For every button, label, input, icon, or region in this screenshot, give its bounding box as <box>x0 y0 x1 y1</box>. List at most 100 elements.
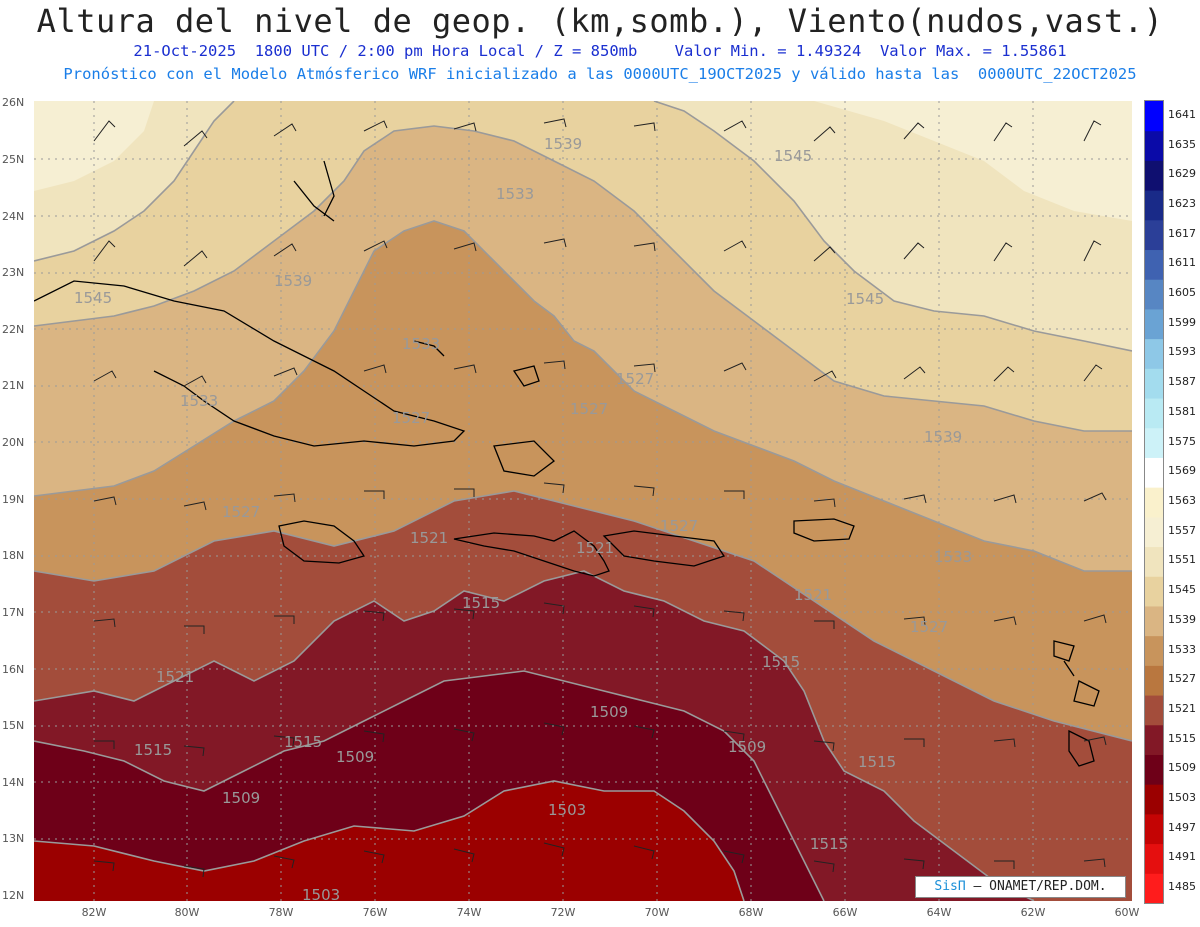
colorbar-label: 1521 <box>1168 701 1196 715</box>
colorbar-swatches <box>1145 101 1163 904</box>
band-1503 <box>34 781 744 901</box>
colorbar-label: 1539 <box>1168 612 1196 626</box>
colorbar-label: 1557 <box>1168 523 1196 537</box>
lat-label: 16N <box>2 663 25 676</box>
colorbar-label: 1509 <box>1168 761 1196 775</box>
contour-label: 1533 <box>402 335 440 353</box>
contour-label: 1527 <box>222 503 260 521</box>
contour-label: 1509 <box>336 748 374 766</box>
lat-label: 19N <box>2 493 25 506</box>
lat-label: 12N <box>2 889 25 902</box>
colorbar-swatch <box>1145 873 1163 904</box>
colorbar-swatch <box>1145 279 1163 310</box>
colorbar-label: 1515 <box>1168 731 1196 745</box>
colorbar-label: 1527 <box>1168 672 1196 686</box>
colorbar-swatch <box>1145 605 1163 637</box>
contour-label: 1509 <box>590 703 628 721</box>
wind-barbs <box>93 118 1107 878</box>
colorbar-swatch <box>1145 308 1163 340</box>
contour-label: 1539 <box>924 428 962 446</box>
lat-label: 14N <box>2 776 25 789</box>
lon-label: 80W <box>174 906 200 919</box>
colorbar-label: 1485 <box>1168 880 1196 894</box>
contour-label: 1521 <box>410 529 448 547</box>
map-title: Altura del nivel de geop. (km,somb.), Vi… <box>36 2 1164 40</box>
contour-label: 1521 <box>794 586 832 604</box>
colorbar-swatch <box>1145 724 1163 755</box>
lon-label: 66W <box>832 906 858 919</box>
contour-label: 1503 <box>548 801 586 819</box>
contour-label: 1515 <box>858 753 896 771</box>
map-subtitle-date: 21-Oct-2025 1800 UTC / 2:00 pm Hora Loca… <box>133 42 1067 60</box>
colorbar-swatch <box>1145 398 1163 429</box>
credit-box: SisΠ – ONAMET/REP.DOM. <box>915 876 1126 898</box>
lon-label: 72W <box>550 906 576 919</box>
colorbar-label: 1551 <box>1168 553 1196 567</box>
contour-labels: 1539 1545 1533 1545 1539 1545 1533 1533 … <box>74 135 972 901</box>
colorbar-swatch <box>1145 635 1163 666</box>
lat-label: 18N <box>2 549 25 562</box>
lat-label: 21N <box>2 379 25 392</box>
contour-label: 1527 <box>392 409 430 427</box>
contour-label: 1527 <box>910 618 948 636</box>
lat-label: 23N <box>2 266 25 279</box>
lat-label: 13N <box>2 832 25 845</box>
contour-label: 1521 <box>156 668 194 686</box>
colorbar-label: 1611 <box>1168 256 1196 270</box>
contour-label: 1545 <box>774 147 812 165</box>
lon-label: 68W <box>738 906 764 919</box>
map-canvas: 1539 1545 1533 1545 1539 1545 1533 1533 … <box>34 101 1132 901</box>
colorbar-label: 1581 <box>1168 404 1196 418</box>
colorbar-label: 1533 <box>1168 642 1196 656</box>
map-subtitle-model: Pronóstico con el Modelo Atmósferico WRF… <box>63 65 1137 83</box>
colorbar-label: 1497 <box>1168 820 1196 834</box>
contour-lines <box>34 101 1132 901</box>
lon-label: 70W <box>644 906 670 919</box>
lon-label: 62W <box>1020 906 1046 919</box>
lat-label: 25N <box>2 153 25 166</box>
colorbar-swatch <box>1145 368 1163 399</box>
contour-label: 1509 <box>728 738 766 756</box>
contour-label: 1527 <box>570 400 608 418</box>
contour-label: 1545 <box>74 289 112 307</box>
colorbar-swatch <box>1145 546 1163 577</box>
lon-label: 60W <box>1114 906 1140 919</box>
colorbar-label: 1563 <box>1168 494 1196 507</box>
credit-brand: SisΠ <box>934 879 966 894</box>
contour-label: 1539 <box>274 272 312 290</box>
lat-label: 22N <box>2 323 25 336</box>
lat-label: 20N <box>2 436 25 449</box>
colorbar-label: 1605 <box>1168 286 1196 300</box>
contour-label: 1533 <box>180 392 218 410</box>
colorbar-swatch <box>1145 843 1163 874</box>
colorbar-swatch <box>1145 576 1163 607</box>
colorbar-label: 1635 <box>1168 137 1196 151</box>
lon-label: 74W <box>456 906 482 919</box>
contour-label: 1515 <box>462 594 500 612</box>
contour-label: 1515 <box>134 741 172 759</box>
colorbar-swatch <box>1145 813 1163 845</box>
colorbar-label: 1545 <box>1168 583 1196 597</box>
colorbar-swatch <box>1145 130 1163 161</box>
colorbar-label: 1623 <box>1168 196 1196 210</box>
colorbar-swatch <box>1145 338 1163 369</box>
lat-lon-grid <box>34 101 1132 901</box>
colorbar-label: 1641 <box>1168 107 1196 121</box>
colorbar-label: 1569 <box>1168 464 1196 478</box>
colorbar-swatch <box>1145 101 1163 132</box>
colorbar-label: 1491 <box>1168 850 1196 864</box>
colorbar-swatch <box>1145 487 1163 518</box>
colorbar-swatch <box>1145 784 1163 815</box>
colorbar-label: 1599 <box>1168 315 1196 329</box>
colorbar-label: 1503 <box>1168 791 1196 805</box>
lat-label: 26N <box>2 96 25 109</box>
contour-label: 1503 <box>302 886 340 901</box>
lat-label: 15N <box>2 719 25 732</box>
contour-label: 1533 <box>934 548 972 566</box>
colorbar-label: 1617 <box>1168 226 1196 240</box>
contour-label: 1515 <box>762 653 800 671</box>
colorbar-swatch <box>1145 754 1163 785</box>
colorbar-swatch <box>1145 427 1163 458</box>
credit-text: – ONAMET/REP.DOM. <box>965 879 1107 894</box>
lon-label: 76W <box>362 906 388 919</box>
